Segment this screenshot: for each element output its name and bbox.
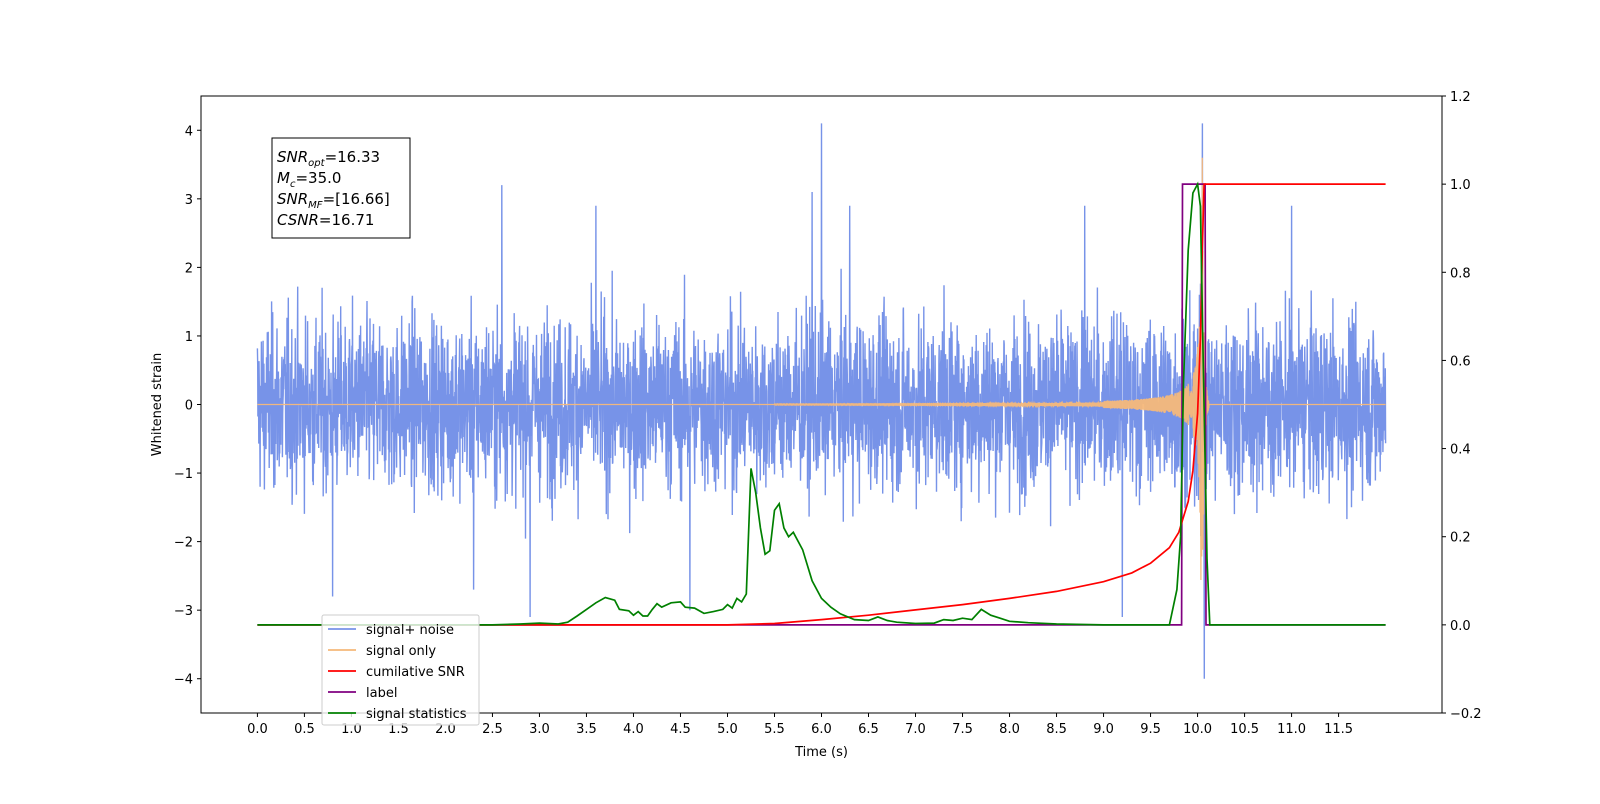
x-tick-label: 11.5	[1324, 722, 1353, 737]
x-tick-label: 0.5	[294, 722, 315, 737]
legend: signal+ noise signal only cumilative SNR la…	[321, 614, 480, 726]
x-tick-label: 3.5	[576, 722, 597, 737]
y-right-tick-label: 1.2	[1450, 90, 1471, 105]
x-tick-label: 6.5	[858, 722, 879, 737]
y-right-tick-label: −0.2	[1450, 707, 1482, 722]
x-tick-label: 3.0	[529, 722, 550, 737]
y-axis-label: Whitened strain	[150, 353, 165, 456]
x-tick-label: 1.0	[341, 722, 362, 737]
series-cumulative-snr	[257, 183, 1386, 626]
y-left-tick-label: 0	[185, 399, 193, 414]
y-left-tick-label: 4	[185, 124, 193, 139]
y-left-tick-label: 3	[185, 193, 193, 208]
x-tick-label: 0.0	[247, 722, 268, 737]
series-signal-noise	[256, 123, 1387, 679]
x-tick-label: 2.0	[435, 722, 456, 737]
x-tick-label: 7.0	[905, 722, 926, 737]
y-left-tick-label: −4	[174, 673, 193, 688]
x-tick-label: 6.0	[811, 722, 832, 737]
y-left-tick-label: 1	[185, 330, 193, 345]
legend-entry-label: cumilative SNR	[366, 665, 465, 680]
x-tick-label: 8.0	[999, 722, 1020, 737]
legend-entry-label: signal only	[366, 644, 436, 659]
x-axis-label: Time (s)	[794, 745, 848, 760]
series-layer	[256, 123, 1387, 679]
series-signal-only	[257, 157, 1386, 581]
y-left-tick-label: −3	[174, 604, 193, 619]
y-right-tick-label: 1.0	[1450, 178, 1471, 193]
x-tick-label: 5.0	[717, 722, 738, 737]
legend-entry-label: signal+ noise	[366, 623, 454, 638]
x-tick-label: 4.0	[623, 722, 644, 737]
y-left-tick-label: −2	[174, 536, 193, 551]
y-right-tick-label: 0.0	[1450, 619, 1471, 634]
metrics-annotation-box: SNRopt=16.33Mc=35.0SNRMF=[16.66]CSNR=16.…	[271, 137, 411, 239]
y-right-tick-label: 0.8	[1450, 266, 1471, 281]
x-tick-label: 7.5	[952, 722, 973, 737]
legend-entry-label: label	[366, 686, 397, 701]
annotation-line: Mc=35.0	[277, 169, 341, 190]
ticks-layer: 0.0 0.5 1.0 1.5 2.0 2.5 3.0 3.5 4.0 4.5 5.0 5.5 6.0 6…	[174, 90, 1482, 737]
x-tick-label: 1.5	[388, 722, 409, 737]
annotation-line: CSNR=16.71	[277, 211, 374, 229]
legend-entry-label: signal statistics	[366, 707, 467, 722]
x-tick-label: 5.5	[764, 722, 785, 737]
x-tick-label: 10.5	[1230, 722, 1259, 737]
annotation-box-frame	[271, 137, 411, 239]
annotation-line: SNRopt=16.33	[277, 148, 380, 169]
y-right-tick-label: 0.6	[1450, 354, 1471, 369]
y-left-tick-label: 2	[185, 261, 193, 276]
x-tick-label: 4.5	[670, 722, 691, 737]
y-right-tick-label: 0.4	[1450, 443, 1471, 458]
annotation-line: SNRMF=[16.66]	[277, 190, 390, 211]
x-tick-label: 2.5	[482, 722, 503, 737]
x-tick-label: 11.0	[1277, 722, 1306, 737]
x-tick-label: 8.5	[1046, 722, 1067, 737]
legend-frame	[321, 614, 480, 726]
x-tick-label: 9.5	[1140, 722, 1161, 737]
x-tick-label: 9.0	[1093, 722, 1114, 737]
series-signal-statistics	[257, 181, 1386, 626]
x-tick-label: 10.0	[1183, 722, 1212, 737]
y-left-tick-label: −1	[174, 467, 193, 482]
y-right-tick-label: 0.2	[1450, 531, 1471, 546]
